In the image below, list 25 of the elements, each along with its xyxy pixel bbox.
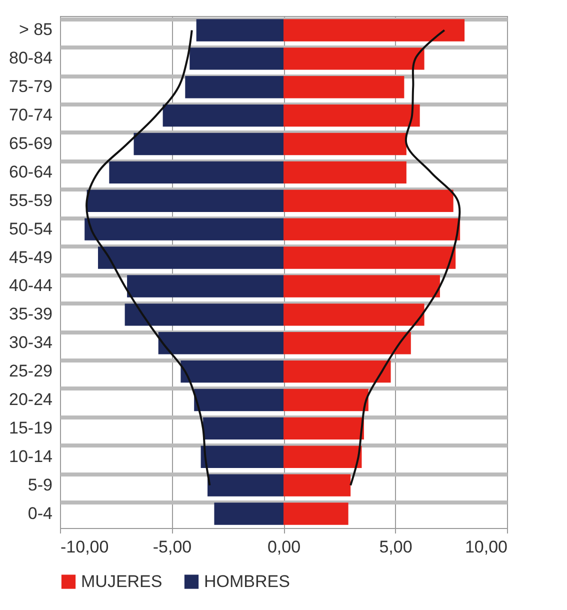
y-tick-label: 20-24 — [9, 390, 52, 409]
y-tick-label: 70-74 — [9, 106, 52, 125]
y-tick-label: 10-14 — [9, 446, 52, 466]
y-tick-label: 5-9 — [28, 475, 52, 494]
x-tick-label: -5,00 — [152, 538, 192, 556]
y-tick-label: 80-84 — [9, 48, 52, 68]
x-tick-label: -10,00 — [60, 538, 109, 556]
y-tick-label: 50-54 — [9, 219, 52, 238]
legend-label: HOMBRES — [204, 572, 290, 591]
y-tick-label: 40-44 — [9, 276, 52, 296]
y-tick-label: 35-39 — [9, 304, 52, 324]
legend-label: MUJERES — [81, 572, 162, 591]
y-tick-label: 55-59 — [9, 190, 52, 210]
y-tick-label: 60-64 — [9, 162, 52, 182]
y-tick-label: 65-69 — [9, 134, 52, 153]
y-tick-label: 45-49 — [9, 248, 52, 267]
y-tick-label: 75-79 — [9, 77, 52, 96]
y-tick-label: 15-19 — [9, 418, 52, 438]
x-tick-label: 10,00 — [464, 538, 508, 556]
y-tick-label: 30-34 — [9, 333, 52, 352]
y-tick-label: > 85 — [18, 20, 52, 40]
y-tick-label: 0-4 — [28, 504, 52, 523]
y-tick-label: 25-29 — [9, 362, 52, 381]
x-tick-label: 5,00 — [379, 538, 412, 556]
x-tick-label: 0,00 — [267, 538, 301, 556]
